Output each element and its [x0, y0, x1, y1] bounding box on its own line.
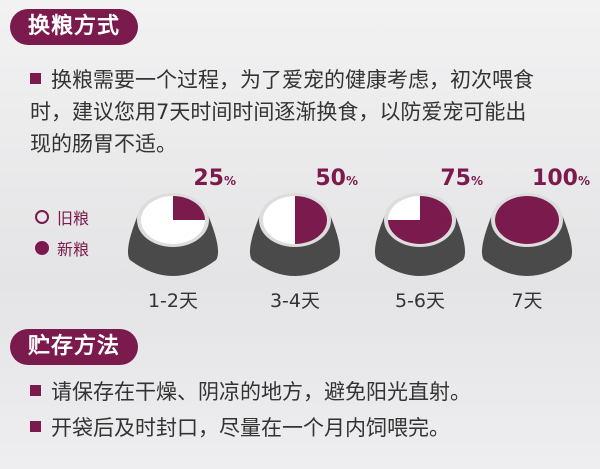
storage-item-text: 开袋后及时封口，尽量在一个月内饲喂完。 — [51, 416, 450, 440]
bullet-icon — [30, 421, 41, 432]
bullet-icon — [30, 73, 41, 84]
new-food-slice — [495, 196, 559, 244]
bowl-stage: 50% 3-4天 — [240, 166, 358, 313]
description-line: 现的肠胃不适。 — [30, 132, 177, 156]
legend-label: 旧粮 — [57, 209, 90, 228]
bowl-icon — [374, 193, 466, 276]
percent-label: 75% — [440, 166, 483, 191]
days-label: 3-4天 — [269, 290, 321, 312]
feeding-switch-description: 换粮需要一个过程，为了爱宠的健康考虑，初次喂食 时，建议您用7天时间时间逐渐换食… — [30, 64, 534, 160]
filled-circle-icon — [35, 241, 49, 255]
bowl-stage: 25% 1-2天 — [118, 166, 236, 313]
section-title-feeding-switch: 换粮方式 — [10, 9, 139, 45]
legend-old-food: 旧粮 — [35, 205, 89, 229]
percent-label: 100% — [532, 166, 590, 191]
storage-item-text: 请保存在干燥、阴凉的地方，避免阳光直射。 — [51, 380, 471, 404]
legend-new-food: 新粮 — [35, 236, 89, 260]
days-label: 7天 — [511, 290, 543, 312]
bowl-icon — [127, 193, 219, 276]
legend-label: 新粮 — [57, 240, 90, 259]
bowl-icon — [249, 193, 341, 276]
bowl-stage: 100% 7天 — [472, 166, 590, 313]
bullet-icon — [30, 385, 41, 396]
section-title-storage: 贮存方法 — [10, 329, 139, 365]
new-food-slice — [295, 196, 327, 244]
bowl-icon — [481, 193, 573, 276]
days-label: 5-6天 — [394, 290, 446, 312]
storage-list: 请保存在干燥、阴凉的地方，避免阳光直射。 开袋后及时封口，尽量在一个月内饲喂完。 — [30, 376, 471, 444]
hollow-circle-icon — [35, 210, 49, 224]
storage-item: 开袋后及时封口，尽量在一个月内饲喂完。 — [30, 412, 471, 444]
percent-label: 50% — [315, 166, 358, 191]
new-food-slice — [388, 196, 452, 244]
storage-item: 请保存在干燥、阴凉的地方，避免阳光直射。 — [30, 376, 471, 408]
bowl-stage: 75% 5-6天 — [365, 166, 483, 313]
days-label: 1-2天 — [147, 290, 199, 312]
description-line: 换粮需要一个过程，为了爱宠的健康考虑，初次喂食 — [51, 68, 534, 92]
description-line: 时，建议您用7天时间时间逐渐换食，以防爱宠可能出 — [30, 100, 527, 124]
percent-label: 25% — [193, 166, 236, 191]
new-food-slice — [173, 196, 205, 220]
